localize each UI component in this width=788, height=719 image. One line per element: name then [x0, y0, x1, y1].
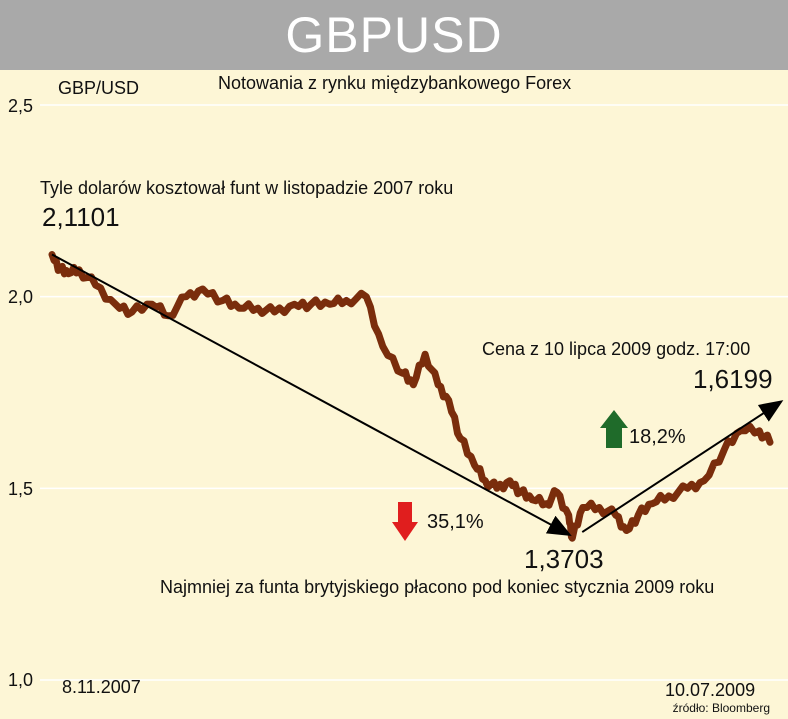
up-arrow-icon: [600, 410, 628, 448]
chart-subtitle: Notowania z rynku międzybankowego Forex: [218, 73, 572, 93]
low-annotation-text: Najmniej za funta brytyjskiego płacono p…: [160, 577, 715, 597]
high-annotation-value: 2,1101: [42, 202, 120, 232]
chart-header: GBPUSD: [0, 0, 788, 70]
drop-percentage: 35,1%: [427, 511, 484, 533]
trend-arrow-up: [581, 400, 784, 533]
last-price-annotation-text: Cena z 10 lipca 2009 godz. 17:00: [482, 339, 751, 359]
source-label: źródło: Bloomberg: [672, 701, 770, 715]
trend-arrow-down: [51, 253, 572, 536]
y-axis-unit-label: GBP/USD: [58, 78, 140, 98]
x-start-label: 8.11.2007: [62, 677, 141, 697]
down-arrow-icon: [392, 502, 418, 541]
y-tick-label: 2,0: [8, 287, 34, 307]
last-price-annotation-value: 1,6199: [693, 364, 773, 394]
rise-percentage: 18,2%: [629, 426, 686, 448]
series-line: [48, 251, 774, 542]
y-tick-label: 1,0: [8, 670, 34, 690]
x-end-label: 10.07.2009: [665, 680, 756, 700]
chart-title: GBPUSD: [285, 7, 503, 63]
y-tick-label: 1,5: [8, 479, 34, 499]
low-annotation-value: 1,3703: [524, 544, 604, 574]
y-tick-label: 2,5: [8, 96, 34, 116]
high-annotation-text: Tyle dolarów kosztował funt w listopadzi…: [40, 178, 454, 198]
